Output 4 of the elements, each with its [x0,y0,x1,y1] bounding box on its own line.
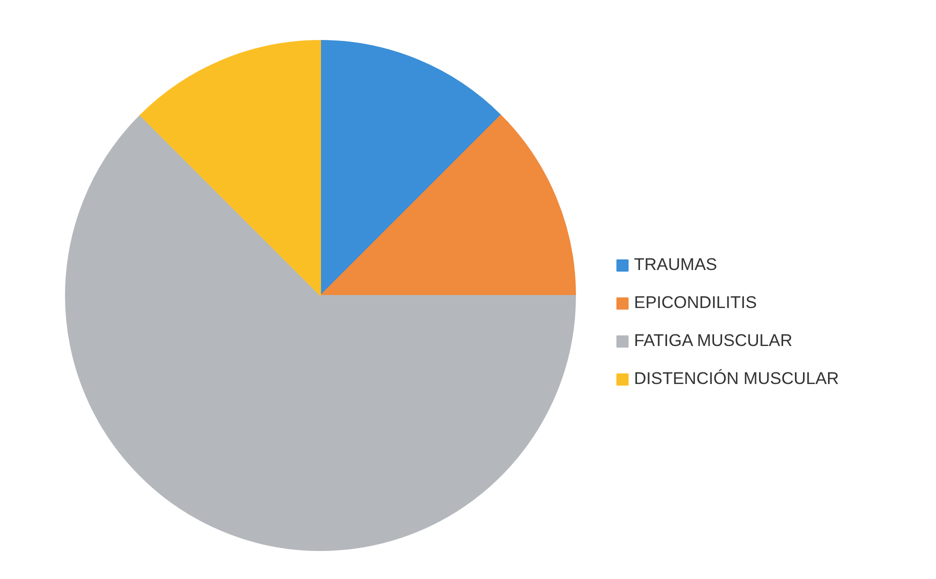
legend-label: EPICONDILITIS [634,293,757,313]
legend-label: TRAUMAS [634,255,718,275]
legend-label: DISTENCIÓN MUSCULAR [634,369,839,389]
legend-label: FATIGA MUSCULAR [634,331,792,351]
